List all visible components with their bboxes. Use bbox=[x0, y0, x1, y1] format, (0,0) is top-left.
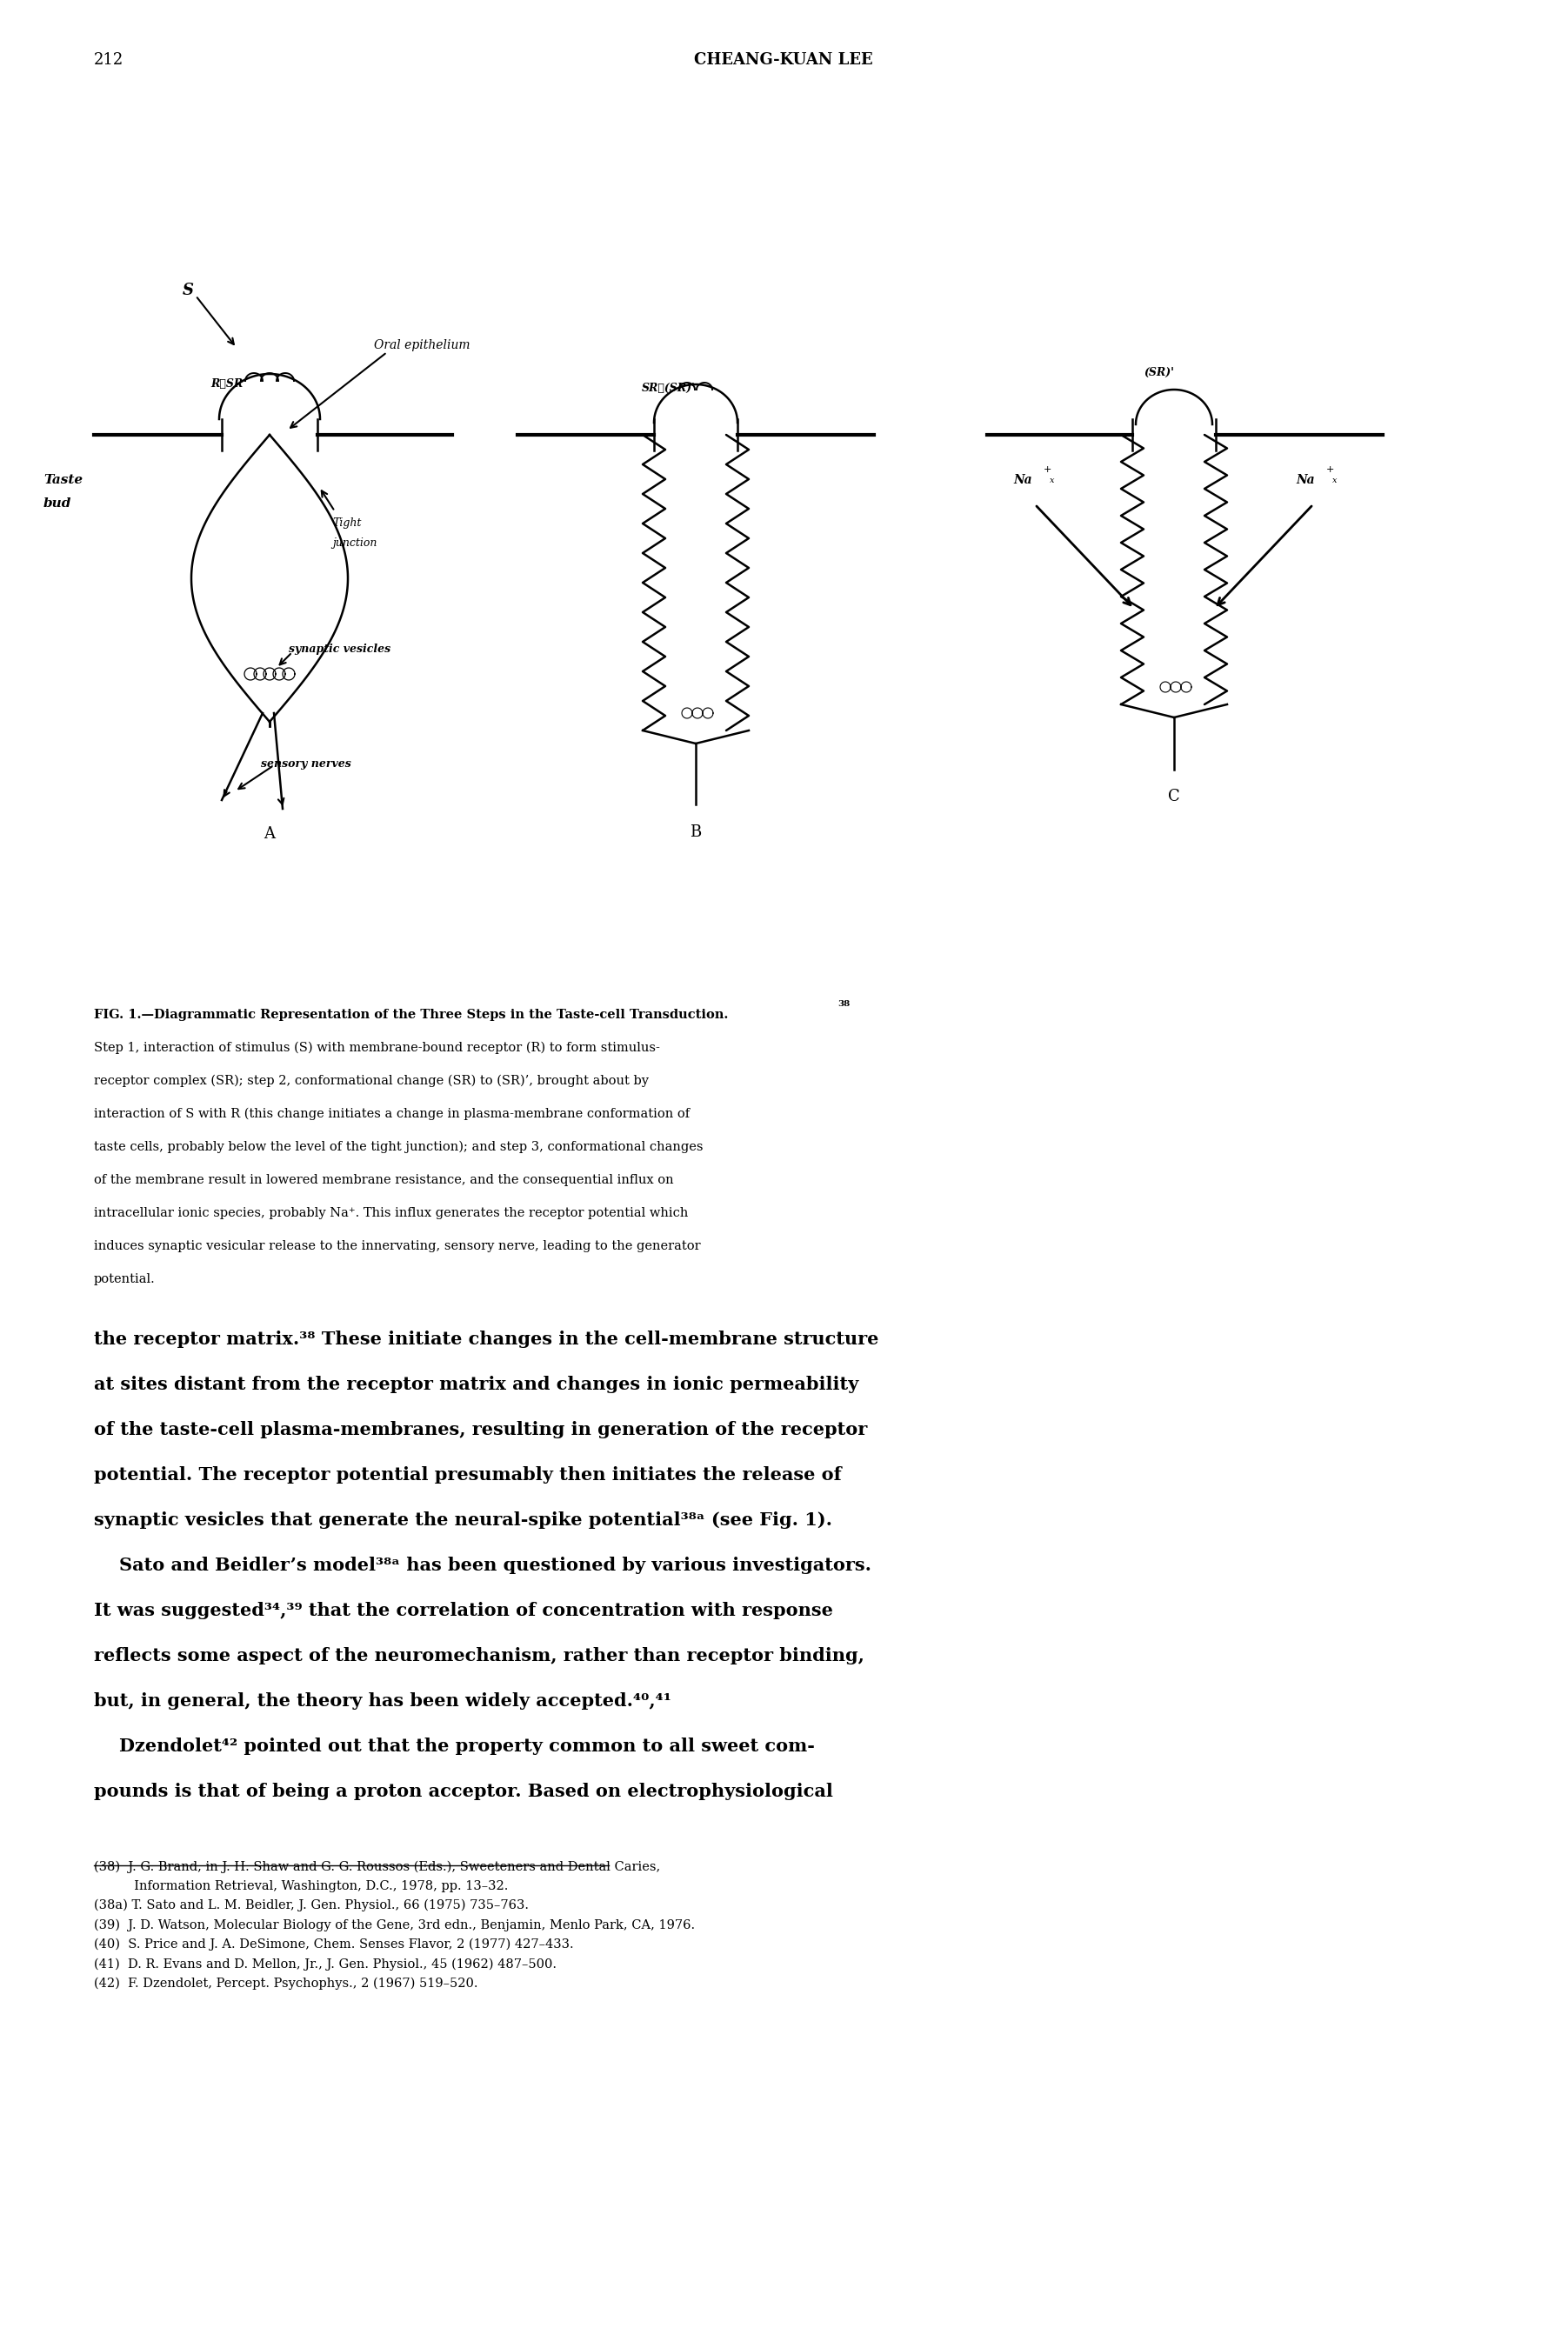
Text: B: B bbox=[690, 824, 701, 841]
Text: Taste: Taste bbox=[44, 474, 83, 486]
Text: A: A bbox=[263, 826, 276, 843]
Text: reflects some aspect of the neuromechanism, rather than receptor binding,: reflects some aspect of the neuromechani… bbox=[94, 1646, 864, 1665]
Text: (38)  J. G. Brand, in J. H. Shaw and G. G. Roussos (Eds.), Sweeteners and Dental: (38) J. G. Brand, in J. H. Shaw and G. G… bbox=[94, 1862, 695, 1989]
Text: Oral epithelium: Oral epithelium bbox=[373, 338, 470, 352]
Text: +: + bbox=[1327, 465, 1334, 474]
Text: the receptor matrix.³⁸ These initiate changes in the cell-membrane structure: the receptor matrix.³⁸ These initiate ch… bbox=[94, 1331, 878, 1348]
Text: bud: bud bbox=[44, 498, 72, 510]
Text: x: x bbox=[1049, 477, 1054, 484]
Text: 212: 212 bbox=[94, 52, 124, 68]
Text: of the membrane result in lowered membrane resistance, and the consequential inf: of the membrane result in lowered membra… bbox=[94, 1174, 674, 1186]
Text: (SR)': (SR)' bbox=[1143, 366, 1174, 378]
Text: 38: 38 bbox=[837, 1000, 850, 1007]
Text: potential. The receptor potential presumably then initiates the release of: potential. The receptor potential presum… bbox=[94, 1465, 842, 1484]
Text: sensory nerves: sensory nerves bbox=[260, 758, 351, 770]
Text: intracellular ionic species, probably Na⁺. This influx generates the receptor po: intracellular ionic species, probably Na… bbox=[94, 1207, 688, 1219]
Text: taste cells, probably below the level of the tight junction); and step 3, confor: taste cells, probably below the level of… bbox=[94, 1141, 702, 1153]
Text: Tight: Tight bbox=[332, 517, 361, 528]
Text: SR≅(SR)': SR≅(SR)' bbox=[641, 383, 696, 394]
Text: Na: Na bbox=[1013, 474, 1032, 486]
Text: x: x bbox=[1333, 477, 1338, 484]
Text: Na: Na bbox=[1295, 474, 1314, 486]
Text: pounds is that of being a proton acceptor. Based on electrophysiological: pounds is that of being a proton accepto… bbox=[94, 1782, 833, 1801]
Text: junction: junction bbox=[332, 538, 376, 549]
Text: Dzendolet⁴² pointed out that the property common to all sweet com-: Dzendolet⁴² pointed out that the propert… bbox=[94, 1738, 815, 1754]
Text: +: + bbox=[1044, 465, 1052, 474]
Text: Step 1, interaction of stimulus (S) with membrane-bound receptor (R) to form sti: Step 1, interaction of stimulus (S) with… bbox=[94, 1043, 660, 1054]
Text: at sites distant from the receptor matrix and changes in ionic permeability: at sites distant from the receptor matri… bbox=[94, 1376, 859, 1392]
Text: interaction of S with R (this change initiates a change in plasma-membrane confo: interaction of S with R (this change ini… bbox=[94, 1108, 690, 1120]
Text: Sato and Beidler’s model³⁸ᵃ has been questioned by various investigators.: Sato and Beidler’s model³⁸ᵃ has been que… bbox=[94, 1557, 872, 1573]
Text: potential.: potential. bbox=[94, 1273, 155, 1284]
Text: synaptic vesicles: synaptic vesicles bbox=[289, 643, 390, 655]
Text: but, in general, the theory has been widely accepted.⁴⁰,⁴¹: but, in general, the theory has been wid… bbox=[94, 1693, 671, 1709]
Text: synaptic vesicles that generate the neural-spike potential³⁸ᵃ (see Fig. 1).: synaptic vesicles that generate the neur… bbox=[94, 1512, 833, 1529]
Text: CHEANG-KUAN LEE: CHEANG-KUAN LEE bbox=[695, 52, 873, 68]
Text: It was suggested³⁴,³⁹ that the correlation of concentration with response: It was suggested³⁴,³⁹ that the correlati… bbox=[94, 1601, 833, 1620]
Text: of the taste-cell plasma-membranes, resulting in generation of the receptor: of the taste-cell plasma-membranes, resu… bbox=[94, 1421, 867, 1439]
Text: R≅SR: R≅SR bbox=[210, 378, 243, 390]
Text: C: C bbox=[1168, 789, 1181, 805]
Text: FIG. 1.—Diagrammatic Representation of the Three Steps in the Taste-cell Transdu: FIG. 1.—Diagrammatic Representation of t… bbox=[94, 1010, 728, 1021]
Text: S: S bbox=[182, 282, 194, 298]
Text: induces synaptic vesicular release to the innervating, sensory nerve, leading to: induces synaptic vesicular release to th… bbox=[94, 1240, 701, 1251]
Text: receptor complex (SR); step 2, conformational change (SR) to (SR)’, brought abou: receptor complex (SR); step 2, conformat… bbox=[94, 1075, 649, 1087]
